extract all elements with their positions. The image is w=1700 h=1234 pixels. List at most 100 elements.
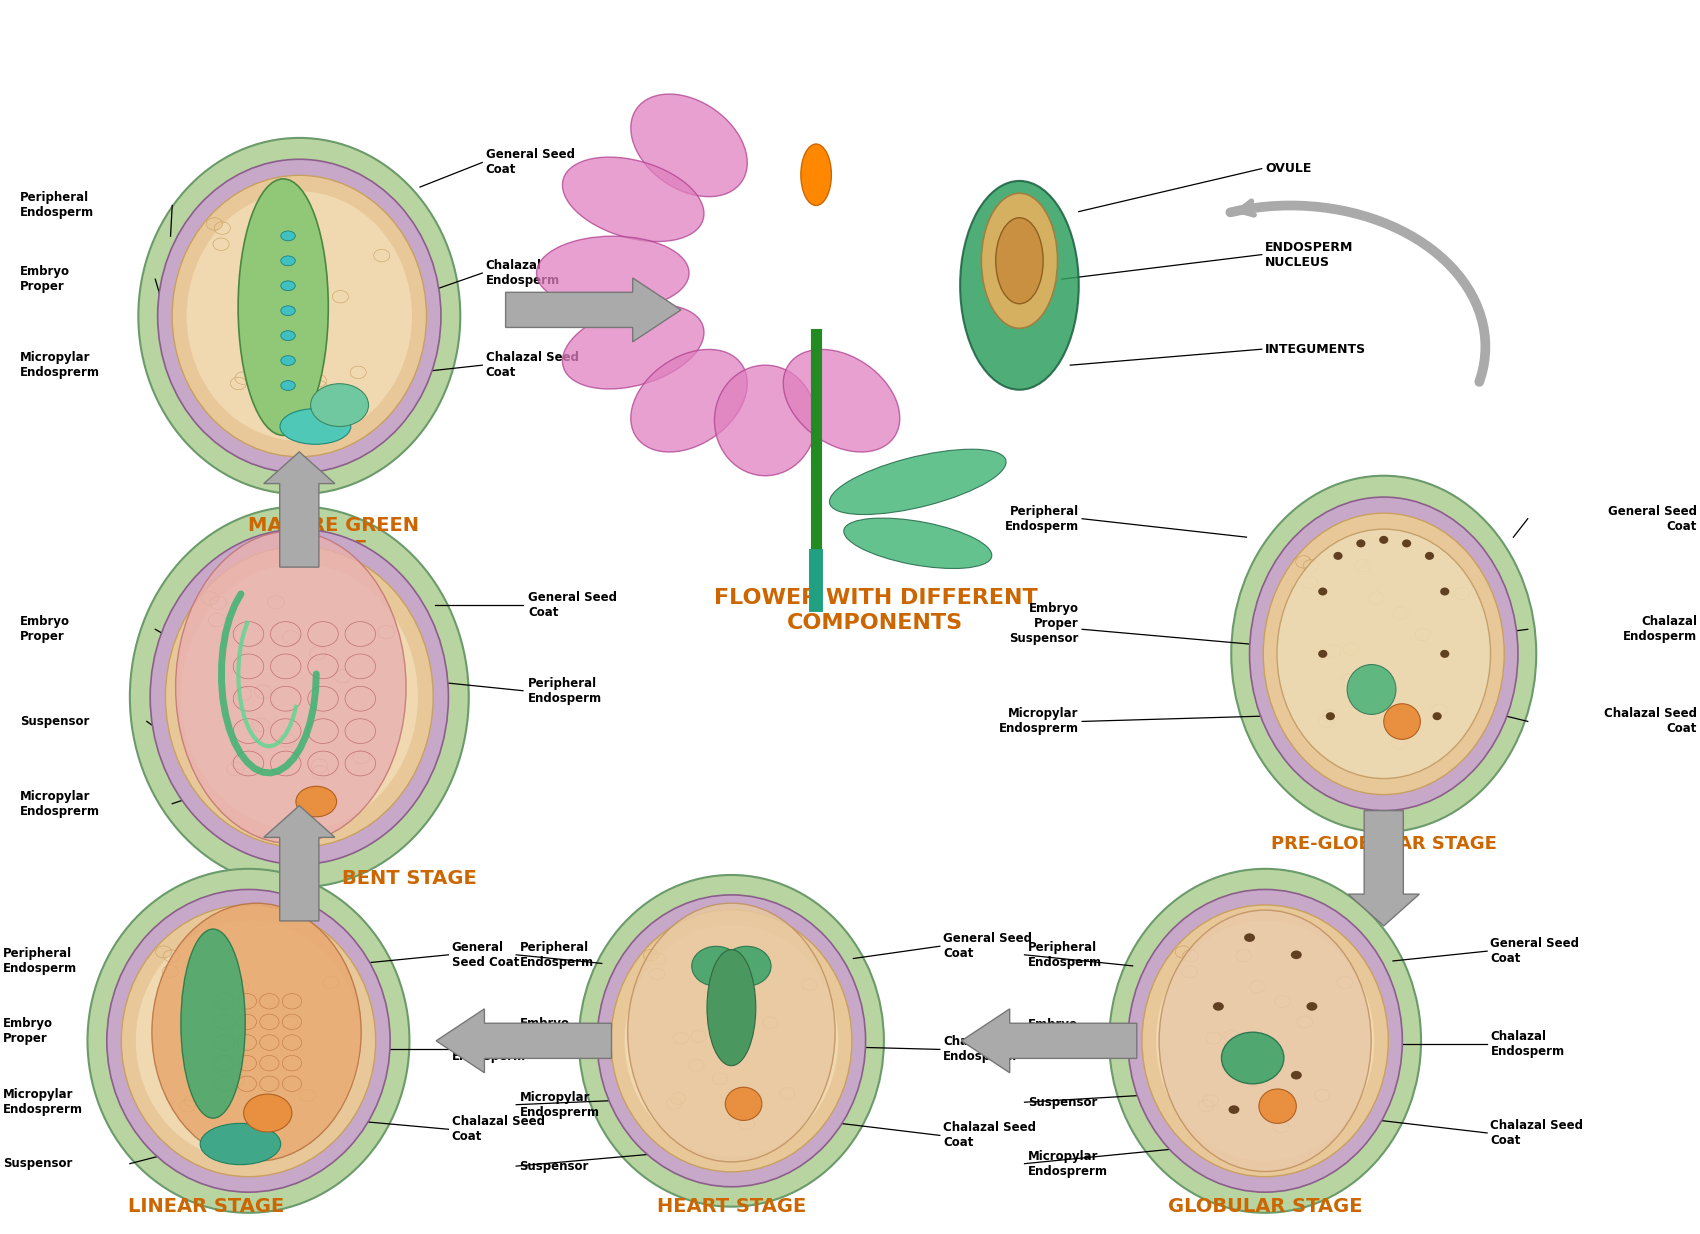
Text: Micropylar
Endosprerm: Micropylar Endosprerm: [520, 1091, 600, 1119]
Ellipse shape: [180, 929, 245, 1118]
Ellipse shape: [175, 531, 406, 844]
Text: Peripheral
Endosperm: Peripheral Endosperm: [520, 940, 593, 969]
Ellipse shape: [1346, 665, 1396, 714]
Ellipse shape: [610, 909, 852, 1172]
Text: Chalazal
Endosperm: Chalazal Endosperm: [1624, 616, 1697, 643]
Ellipse shape: [631, 349, 748, 452]
Ellipse shape: [280, 281, 296, 291]
Text: Micropylar
Endosprerm: Micropylar Endosprerm: [998, 707, 1080, 735]
Ellipse shape: [610, 909, 852, 1172]
Ellipse shape: [180, 564, 418, 830]
Ellipse shape: [87, 869, 410, 1213]
FancyArrow shape: [505, 278, 682, 342]
Ellipse shape: [1260, 1088, 1297, 1123]
Text: Embryo
Proper: Embryo Proper: [20, 265, 70, 294]
Ellipse shape: [1231, 476, 1537, 832]
Ellipse shape: [187, 191, 411, 441]
Ellipse shape: [150, 529, 449, 864]
Ellipse shape: [1212, 1002, 1224, 1011]
Text: Embryo
Proper: Embryo Proper: [520, 1017, 570, 1045]
Ellipse shape: [1277, 529, 1491, 779]
Text: Chalazal
Endosperm: Chalazal Endosperm: [1491, 1030, 1564, 1059]
Ellipse shape: [165, 547, 434, 848]
Text: Chalazal Seed
Coat: Chalazal Seed Coat: [1605, 707, 1697, 735]
Ellipse shape: [158, 159, 440, 473]
Text: Micropylar
Endosprerm: Micropylar Endosprerm: [20, 790, 100, 818]
Text: Micropylar
Endosprerm: Micropylar Endosprerm: [20, 352, 100, 379]
Text: INTEGUMENTS: INTEGUMENTS: [1265, 343, 1367, 355]
Ellipse shape: [1250, 497, 1518, 811]
Ellipse shape: [722, 946, 772, 986]
Text: Micropylar
Endosprerm: Micropylar Endosprerm: [1028, 1150, 1108, 1177]
Ellipse shape: [280, 380, 296, 390]
Text: BENT STAGE: BENT STAGE: [342, 869, 476, 888]
Ellipse shape: [631, 94, 748, 196]
Ellipse shape: [960, 181, 1080, 390]
Ellipse shape: [201, 1123, 280, 1165]
Ellipse shape: [1326, 712, 1334, 721]
Ellipse shape: [996, 217, 1044, 304]
Ellipse shape: [537, 236, 689, 310]
Text: Suspensor: Suspensor: [3, 1157, 71, 1170]
Ellipse shape: [627, 903, 835, 1162]
Ellipse shape: [580, 875, 884, 1207]
Ellipse shape: [843, 518, 991, 569]
Ellipse shape: [1277, 529, 1491, 779]
Ellipse shape: [707, 950, 756, 1066]
Ellipse shape: [1384, 703, 1420, 739]
Ellipse shape: [296, 786, 337, 817]
Ellipse shape: [1357, 539, 1365, 548]
Text: HEART STAGE: HEART STAGE: [656, 1197, 806, 1217]
Text: General Seed
Coat: General Seed Coat: [944, 932, 1032, 960]
Text: Chalazal Seed
Coat: Chalazal Seed Coat: [486, 352, 578, 379]
Text: Chalazal
Endosperm: Chalazal Endosperm: [486, 259, 559, 288]
Ellipse shape: [1108, 869, 1421, 1213]
Ellipse shape: [238, 179, 328, 436]
Ellipse shape: [1290, 1071, 1302, 1080]
Text: Peripheral
Endosperm: Peripheral Endosperm: [20, 191, 94, 220]
Text: MATURE GREEN
STAGE: MATURE GREEN STAGE: [248, 516, 418, 559]
Ellipse shape: [172, 175, 427, 457]
Text: FLOWER WITH DIFFERENT
COMPONENTS: FLOWER WITH DIFFERENT COMPONENTS: [714, 589, 1037, 633]
Text: OVULE: OVULE: [1265, 162, 1311, 175]
Text: Suspensor: Suspensor: [1028, 1096, 1096, 1108]
Ellipse shape: [1108, 869, 1421, 1213]
Ellipse shape: [1440, 587, 1450, 596]
Ellipse shape: [714, 365, 816, 476]
Ellipse shape: [580, 875, 884, 1207]
Ellipse shape: [280, 255, 296, 265]
Ellipse shape: [1129, 890, 1402, 1192]
Text: Peripheral
Endosperm: Peripheral Endosperm: [1005, 505, 1080, 533]
Ellipse shape: [1129, 890, 1402, 1192]
Ellipse shape: [1142, 905, 1389, 1177]
Ellipse shape: [129, 506, 469, 887]
Ellipse shape: [1290, 950, 1302, 959]
Ellipse shape: [1440, 650, 1450, 658]
Ellipse shape: [1222, 1032, 1284, 1083]
Ellipse shape: [1433, 712, 1442, 721]
Ellipse shape: [280, 231, 296, 241]
Text: ENDOSPERM
NUCLEUS: ENDOSPERM NUCLEUS: [1265, 241, 1353, 269]
Ellipse shape: [121, 905, 376, 1177]
Ellipse shape: [138, 138, 461, 494]
Text: Chalazal Seed
Coat: Chalazal Seed Coat: [452, 1116, 544, 1143]
Ellipse shape: [243, 1095, 292, 1132]
Text: GLOBULAR STAGE: GLOBULAR STAGE: [1168, 1197, 1362, 1217]
Text: General
Seed Coat: General Seed Coat: [452, 940, 518, 969]
Ellipse shape: [1263, 513, 1504, 795]
FancyArrow shape: [437, 1009, 612, 1072]
Ellipse shape: [151, 903, 360, 1161]
Ellipse shape: [1263, 513, 1504, 795]
Text: Peripheral
Endosperm: Peripheral Endosperm: [529, 676, 602, 705]
Text: Peripheral
Endosperm: Peripheral Endosperm: [3, 946, 76, 975]
Ellipse shape: [121, 905, 376, 1177]
Ellipse shape: [129, 506, 469, 887]
Text: Suspensor: Suspensor: [520, 1160, 588, 1172]
Ellipse shape: [87, 869, 410, 1213]
Ellipse shape: [563, 305, 704, 389]
Ellipse shape: [138, 138, 461, 494]
Ellipse shape: [1318, 587, 1328, 596]
Ellipse shape: [172, 175, 427, 457]
Text: General Seed
Coat: General Seed Coat: [486, 148, 575, 176]
Ellipse shape: [784, 349, 899, 452]
